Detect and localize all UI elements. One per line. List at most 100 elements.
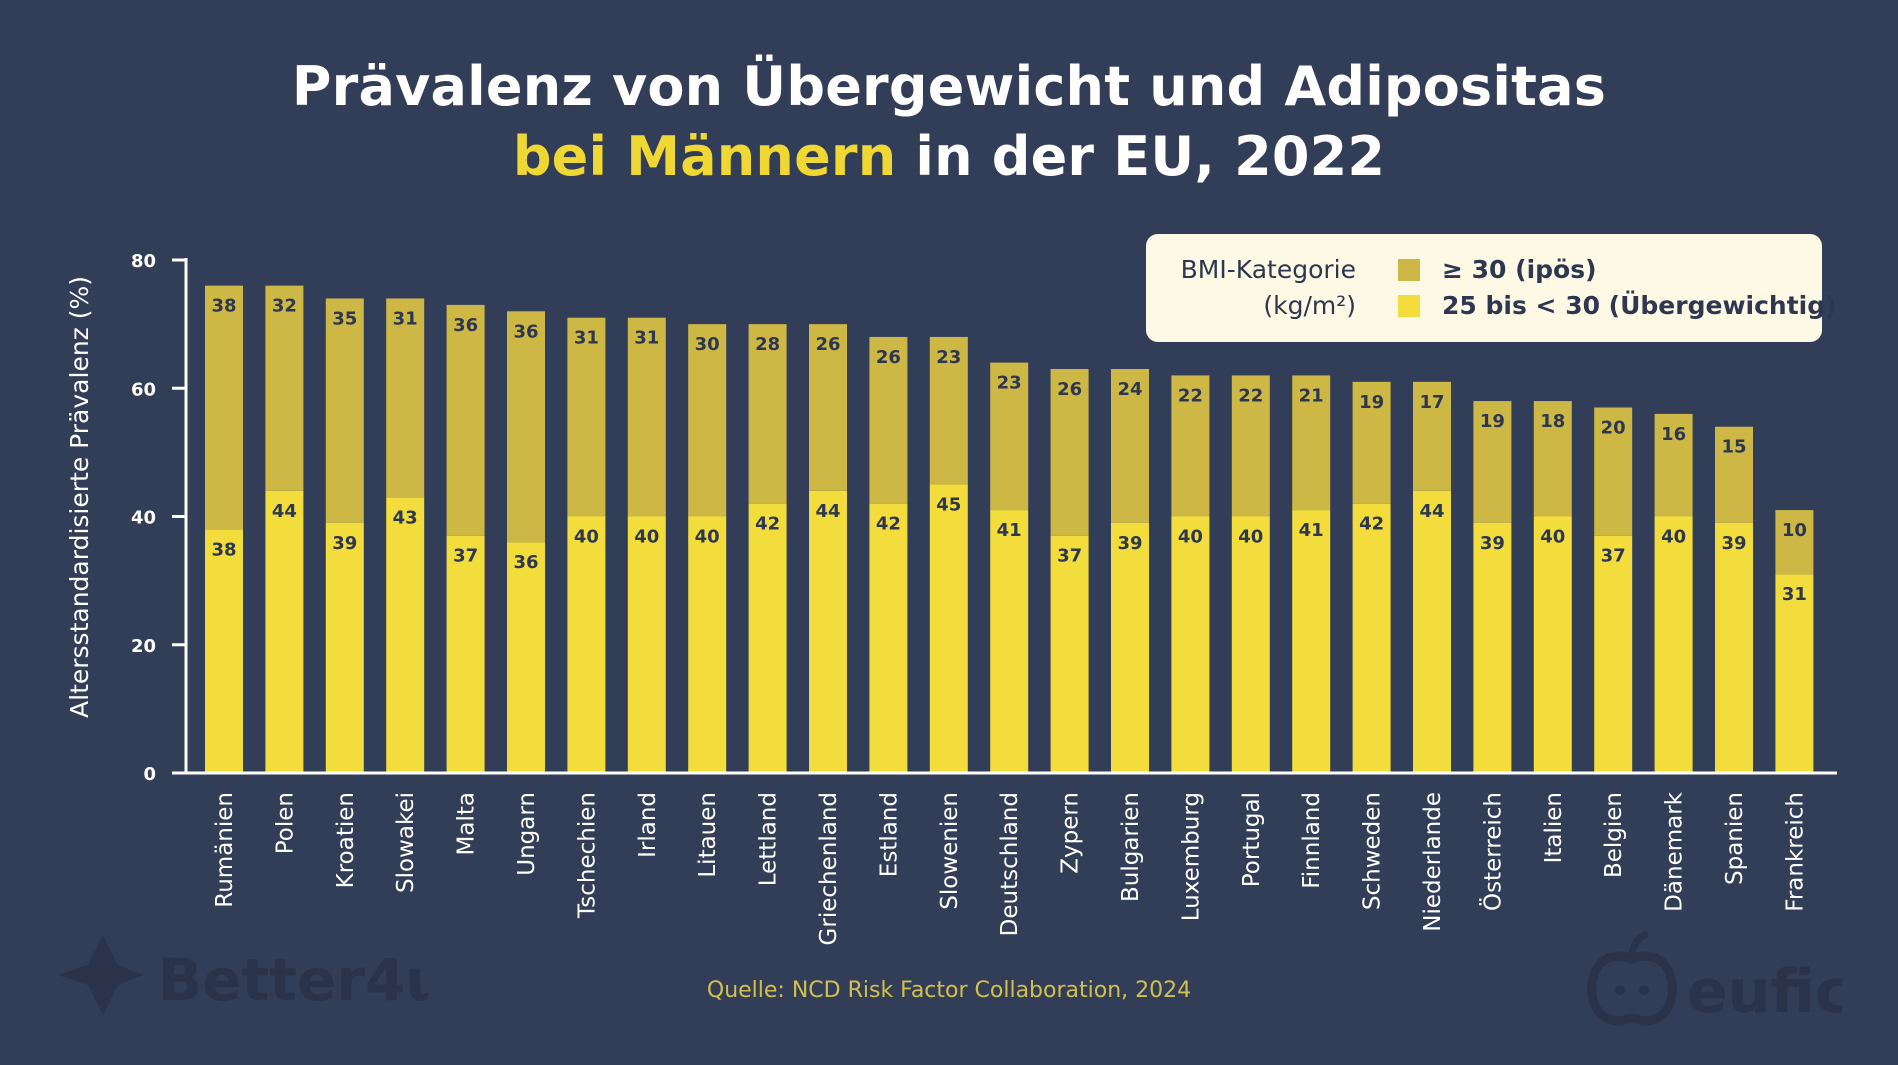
legend-category-line-1: BMI-Kategorie bbox=[1180, 255, 1356, 284]
x-tick-label-4: Malta bbox=[454, 792, 480, 855]
bar-obese-8 bbox=[688, 324, 727, 517]
eufic-logo-text: eufic bbox=[1687, 957, 1842, 1027]
label-obese-12: 23 bbox=[936, 347, 961, 368]
bar-obese-18 bbox=[1292, 375, 1331, 511]
label-overweight-5: 36 bbox=[513, 552, 538, 573]
bar-obese-9 bbox=[748, 324, 787, 504]
x-tick-label-24: Dänemark bbox=[1662, 791, 1688, 911]
x-tick-label-12: Slowenien bbox=[937, 792, 963, 910]
better4u-logo-text: Better4u bbox=[158, 946, 428, 1014]
bar-overweight-20 bbox=[1413, 490, 1451, 773]
y-tick-label-1: 20 bbox=[131, 636, 156, 657]
label-overweight-2: 39 bbox=[332, 533, 357, 554]
bar-obese-16 bbox=[1171, 375, 1210, 517]
bar-overweight-4 bbox=[446, 535, 485, 773]
title-line-2: bei Männern in der EU, 2022 bbox=[0, 122, 1898, 192]
label-overweight-10: 44 bbox=[815, 501, 840, 522]
label-obese-4: 36 bbox=[453, 315, 478, 336]
legend-category: BMI-Kategorie (kg/m²) bbox=[1181, 252, 1356, 324]
title-highlight: bei Männern bbox=[512, 125, 897, 188]
title-line-1: Prävalenz von Übergewicht und Adipositas bbox=[291, 55, 1607, 118]
bar-overweight-16 bbox=[1171, 516, 1210, 773]
bar-overweight-8 bbox=[688, 516, 727, 773]
y-tick-label-0: 0 bbox=[143, 764, 156, 785]
bar-overweight-14 bbox=[1050, 535, 1089, 773]
bar-overweight-11 bbox=[869, 503, 908, 773]
label-obese-20: 17 bbox=[1419, 392, 1444, 413]
bar-overweight-7 bbox=[627, 516, 666, 773]
label-obese-8: 30 bbox=[695, 334, 720, 355]
bar-obese-17 bbox=[1231, 375, 1270, 517]
x-tick-label-21: Österreich bbox=[1478, 792, 1506, 911]
label-obese-10: 26 bbox=[815, 334, 840, 355]
bar-overweight-25 bbox=[1715, 522, 1753, 773]
label-obese-16: 22 bbox=[1178, 385, 1203, 406]
x-tick-label-0: Rumänien bbox=[212, 792, 238, 908]
bar-obese-7 bbox=[627, 317, 666, 517]
label-overweight-17: 40 bbox=[1238, 527, 1263, 548]
bar-obese-19 bbox=[1352, 381, 1391, 504]
label-overweight-14: 37 bbox=[1057, 546, 1082, 567]
label-overweight-21: 39 bbox=[1480, 533, 1505, 554]
label-overweight-19: 42 bbox=[1359, 514, 1384, 535]
bar-obese-10 bbox=[809, 324, 847, 491]
x-tick-label-1: Polen bbox=[272, 792, 298, 854]
better4u-logo: Better4u bbox=[58, 935, 428, 1015]
x-tick-label-18: Finnland bbox=[1299, 792, 1325, 889]
label-obese-18: 21 bbox=[1299, 385, 1324, 406]
label-obese-2: 35 bbox=[332, 308, 357, 329]
x-tick-label-3: Slowakei bbox=[393, 792, 419, 893]
bar-obese-13 bbox=[990, 362, 1029, 511]
bar-overweight-19 bbox=[1352, 503, 1391, 773]
label-obese-1: 32 bbox=[272, 296, 297, 317]
x-tick-label-11: Estland bbox=[876, 792, 902, 877]
x-tick-label-16: Luxemburg bbox=[1178, 792, 1204, 921]
x-tick-label-5: Ungarn bbox=[514, 792, 540, 876]
legend-label-obese: ≥ 30 (ipös) bbox=[1442, 255, 1597, 284]
legend-label-overweight: 25 bis < 30 (Übergewichtig) bbox=[1442, 291, 1837, 320]
label-obese-15: 24 bbox=[1117, 379, 1142, 400]
label-obese-25: 15 bbox=[1721, 437, 1746, 458]
label-obese-9: 28 bbox=[755, 334, 780, 355]
x-tick-label-26: Frankreich bbox=[1782, 792, 1808, 912]
chart-title: Prävalenz von Übergewicht und Adipositas… bbox=[0, 52, 1898, 192]
x-tick-label-25: Spanien bbox=[1722, 792, 1748, 885]
label-overweight-26: 31 bbox=[1782, 584, 1807, 605]
legend-category-line-2: (kg/m²) bbox=[1263, 291, 1356, 320]
axes-layer: Rumänien Polen Kroatien Slowakei Malta Ungarn… bbox=[65, 251, 1837, 945]
label-obese-23: 20 bbox=[1601, 417, 1626, 438]
label-overweight-1: 44 bbox=[272, 501, 297, 522]
bar-obese-6 bbox=[567, 317, 606, 517]
source-note: Quelle: NCD Risk Factor Collaboration, 2… bbox=[706, 978, 1192, 1003]
legend-swatch-overweight bbox=[1398, 295, 1420, 317]
bars-layer: 38 38 44 32 39 35 43 31 37 36 36 36 40 31 40 31 40 30 42 28… bbox=[205, 285, 1814, 773]
bar-overweight-3 bbox=[386, 497, 425, 773]
label-obese-11: 26 bbox=[876, 347, 901, 368]
bar-overweight-21 bbox=[1473, 522, 1512, 773]
x-tick-label-10: Griechenland bbox=[816, 792, 842, 945]
label-obese-14: 26 bbox=[1057, 379, 1082, 400]
x-tick-label-6: Tschechien bbox=[574, 792, 600, 919]
bar-overweight-15 bbox=[1111, 522, 1149, 773]
label-overweight-13: 41 bbox=[997, 520, 1022, 541]
label-overweight-15: 39 bbox=[1117, 533, 1142, 554]
label-obese-13: 23 bbox=[997, 373, 1022, 394]
bar-overweight-22 bbox=[1533, 516, 1572, 773]
bar-obese-3 bbox=[386, 298, 425, 498]
label-overweight-0: 38 bbox=[211, 539, 236, 560]
eufic-logo: eufic bbox=[1587, 930, 1842, 1027]
bar-obese-2 bbox=[325, 298, 364, 523]
x-tick-label-15: Bulgarien bbox=[1118, 792, 1144, 902]
bar-obese-26 bbox=[1775, 510, 1814, 575]
label-overweight-24: 40 bbox=[1661, 527, 1686, 548]
bar-obese-0 bbox=[205, 285, 243, 530]
x-tick-label-22: Italien bbox=[1541, 792, 1567, 863]
bar-overweight-2 bbox=[325, 522, 364, 773]
x-tick-label-17: Portugal bbox=[1239, 792, 1265, 887]
x-tick-label-9: Lettland bbox=[756, 792, 782, 886]
x-tick-label-20: Niederlande bbox=[1420, 792, 1446, 932]
label-overweight-16: 40 bbox=[1178, 527, 1203, 548]
bar-obese-11 bbox=[869, 336, 908, 504]
bar-obese-24 bbox=[1654, 413, 1693, 517]
